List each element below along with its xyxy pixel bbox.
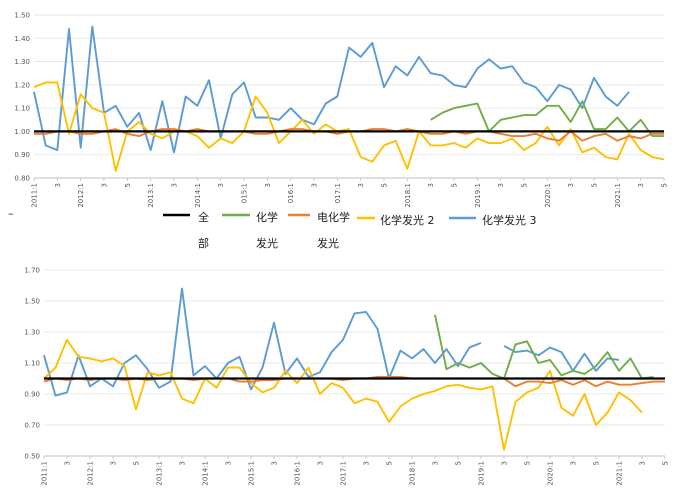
top-xtick-label: 5	[521, 183, 529, 187]
top-ytick-label: 1.00	[14, 128, 30, 136]
top-xtick-label: 3	[311, 183, 319, 187]
top-xtick-label: 2014:1	[194, 183, 202, 208]
bottom-xtick-label: 2014:1	[202, 461, 210, 486]
top-xtick-label: 3	[567, 183, 575, 187]
bottom-ytick-label: 1.10	[24, 360, 40, 368]
bottom-xtick-label: 2016:1	[294, 461, 302, 486]
bottom-xtick-label: 3	[501, 461, 509, 465]
top-xtick-label: 5	[451, 183, 459, 187]
bottom-xtick-label: 5	[593, 461, 601, 465]
bottom-xtick-label: 3	[110, 461, 118, 465]
top-ytick-label: 1.10	[14, 105, 30, 113]
bottom-xtick-label: 5	[524, 461, 532, 465]
legend-label-chem-2: 发光	[256, 236, 278, 250]
top-ytick-label: 1.20	[14, 81, 30, 89]
bottom-xtick-label: 2012:1	[87, 461, 95, 486]
legend-label-all-2: 部	[198, 236, 209, 250]
top-xtick-label: 3	[171, 183, 179, 187]
top-xtick-label: 3	[357, 183, 365, 187]
top-xtick-label: 015:1	[241, 183, 249, 203]
top-xtick-label: 3	[217, 183, 225, 187]
legend-label-chem-1: 化学	[256, 210, 278, 224]
bottom-xtick-label: 5	[386, 461, 394, 465]
top-xtick-label: 2013:1	[147, 183, 155, 208]
bottom-xtick-label: 2013:1	[156, 461, 164, 486]
top-xtick-label: 3	[101, 183, 109, 187]
bottom-xtick-label: 3	[225, 461, 233, 465]
top-xtick-label: 5	[124, 183, 132, 187]
legend-label-chem3: 化学发光 3	[482, 213, 537, 227]
chart-top: 0.80 0.90 1.00 1.10 1.20 1.30 1.40 1.50 2011:1 3 2…	[14, 12, 668, 208]
legend-label-echem-2: 发光	[317, 236, 339, 250]
bottom-xtick-label: 3	[570, 461, 578, 465]
bottom-xtick-label: 2021:1	[616, 461, 624, 486]
bottom-xtick-label: 5	[662, 461, 670, 465]
legend-label-echem-1: 电化学	[317, 210, 350, 224]
top-xtick-label: 2011:1	[31, 183, 39, 208]
bottom-ytick-label: 0.90	[24, 391, 40, 399]
bottom-xtick-label: 2020:1	[547, 461, 555, 486]
top-xtick-label: 5	[381, 183, 389, 187]
bottom-xtick-label: 2015:1	[248, 461, 256, 486]
bottom-series-line-chem	[434, 314, 654, 380]
top-series-line-chem2	[33, 81, 665, 172]
top-xtick-label: 3	[54, 183, 62, 187]
legend-dash: –	[8, 207, 14, 220]
top-ytick-label: 1.30	[14, 58, 30, 66]
top-ytick-label: 0.80	[14, 175, 30, 183]
bottom-xtick-label: 3	[179, 461, 187, 465]
bottom-xtick-label: 2017:1	[340, 461, 348, 486]
top-series-line-chem3	[33, 25, 630, 154]
bottom-xtick-label: 5	[455, 461, 463, 465]
bottom-xtick-label: 2011:1	[41, 461, 49, 486]
legend: – 全 部 化学 发光 电化学 发光 化学发光 2 化学发光 3	[8, 207, 537, 250]
bottom-xtick-label: 3	[271, 461, 279, 465]
bottom-xtick-label: 5	[133, 461, 141, 465]
bottom-xtick-label: 3	[432, 461, 440, 465]
top-xtick-label: 5	[661, 183, 669, 187]
bottom-xtick-label: 3	[317, 461, 325, 465]
top-xtick-label: 5	[591, 183, 599, 187]
legend-label-all-1: 全	[198, 210, 209, 224]
bottom-ytick-label: 0.70	[24, 422, 40, 430]
top-xtick-label: 3	[427, 183, 435, 187]
bottom-xtick-label: 3	[639, 461, 647, 465]
legend-label-chem2: 化学发光 2	[380, 213, 435, 227]
top-xtick-label: 2019:1	[474, 183, 482, 208]
top-xtick-label: 3	[497, 183, 505, 187]
bottom-ytick-label: 1.30	[24, 329, 40, 337]
top-xtick-label: 3	[637, 183, 645, 187]
bottom-xtick-label: 2018:1	[409, 461, 417, 486]
top-series-line-chem	[430, 100, 664, 138]
bottom-ytick-label: 1.70	[24, 267, 40, 275]
bottom-ytick-label: 1.50	[24, 298, 40, 306]
top-ytick-label: 1.50	[14, 12, 30, 20]
top-xtick-label: 2012:1	[77, 183, 85, 208]
bottom-xtick-label: 2019:1	[478, 461, 486, 486]
top-xtick-label: 016:1	[287, 183, 295, 203]
bottom-xtick-label: 3	[64, 461, 72, 465]
chart-bottom: 0.50 0.70 0.90 1.10 1.30 1.50 1.70 2011:1 3 2012:…	[24, 267, 669, 486]
top-xtick-label: 3	[264, 183, 272, 187]
top-ytick-label: 1.40	[14, 35, 30, 43]
top-xtick-label: 2018:1	[404, 183, 412, 208]
bottom-ytick-label: 0.50	[24, 453, 40, 461]
top-ytick-label: 0.90	[14, 151, 30, 159]
top-xtick-label: 2020:1	[544, 183, 552, 208]
top-xtick-label: 2021:1	[614, 183, 622, 208]
top-xtick-label: 017:1	[334, 183, 342, 203]
bottom-xtick-label: 3	[363, 461, 371, 465]
